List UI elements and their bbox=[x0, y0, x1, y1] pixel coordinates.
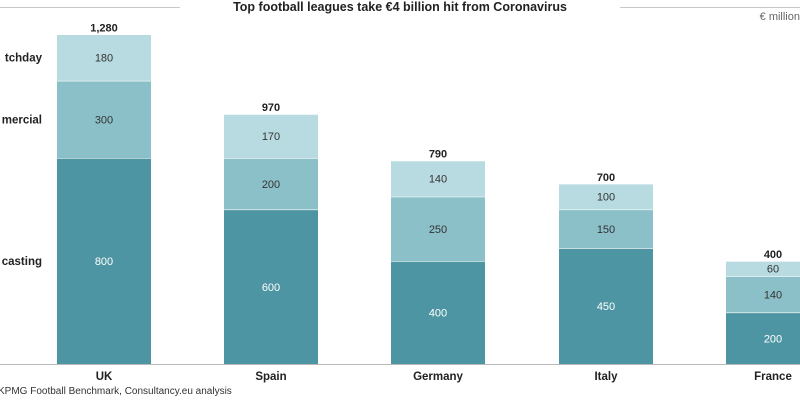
series-label-commercial: mercial bbox=[2, 114, 42, 126]
total-label-france: 400 bbox=[764, 249, 782, 261]
title-rule-left bbox=[0, 7, 180, 8]
category-label-france: France bbox=[754, 371, 792, 383]
data-label-commercial-germany: 250 bbox=[429, 224, 447, 236]
bar-segment-commercial-spain bbox=[224, 158, 318, 210]
bar-segment-matchday-uk bbox=[57, 34, 151, 81]
category-label-spain: Spain bbox=[255, 371, 286, 383]
bar-segment-matchday-spain bbox=[224, 114, 318, 158]
series-label-matchday: tchday bbox=[5, 53, 43, 65]
data-label-matchday-spain: 170 bbox=[262, 131, 280, 143]
bar-segment-broadcasting-uk bbox=[57, 158, 151, 364]
bar-segment-broadcasting-italy bbox=[559, 248, 653, 364]
data-label-matchday-france: 60 bbox=[767, 264, 779, 276]
data-label-commercial-spain: 200 bbox=[262, 179, 280, 191]
data-label-matchday-uk: 180 bbox=[95, 53, 113, 65]
bar-segment-broadcasting-france bbox=[726, 312, 800, 364]
chart-title: Top football leagues take €4 billion hit… bbox=[0, 0, 800, 14]
data-label-matchday-germany: 140 bbox=[429, 174, 447, 186]
title-rule-right bbox=[620, 7, 800, 8]
total-label-spain: 970 bbox=[262, 102, 280, 114]
category-label-italy: Italy bbox=[594, 371, 618, 383]
category-label-germany: Germany bbox=[413, 371, 463, 383]
total-label-germany: 790 bbox=[429, 149, 447, 161]
bar-segment-broadcasting-spain bbox=[224, 209, 318, 364]
bar-segment-commercial-france bbox=[726, 276, 800, 313]
series-label-broadcasting: casting bbox=[2, 256, 42, 268]
data-label-broadcasting-italy: 450 bbox=[597, 301, 615, 313]
category-label-uk: UK bbox=[96, 371, 113, 383]
data-label-broadcasting-spain: 600 bbox=[262, 282, 280, 294]
unit-label: € million bbox=[759, 11, 800, 23]
bar-segment-matchday-germany bbox=[391, 160, 485, 197]
data-label-commercial-italy: 150 bbox=[597, 224, 615, 236]
data-label-broadcasting-germany: 400 bbox=[429, 308, 447, 320]
bar-segment-broadcasting-germany bbox=[391, 261, 485, 364]
total-label-uk: 1,280 bbox=[90, 22, 118, 34]
total-label-italy: 700 bbox=[597, 172, 615, 184]
data-label-broadcasting-uk: 800 bbox=[95, 256, 113, 268]
data-label-commercial-france: 140 bbox=[764, 290, 782, 302]
source-note: KPMG Football Benchmark, Consultancy.eu … bbox=[0, 386, 232, 397]
data-label-matchday-italy: 100 bbox=[597, 192, 615, 204]
data-label-commercial-uk: 300 bbox=[95, 114, 113, 126]
bar-segment-commercial-uk bbox=[57, 80, 151, 159]
bar-segment-matchday-italy bbox=[559, 183, 653, 210]
bar-segment-commercial-germany bbox=[391, 196, 485, 261]
bar-segment-matchday-france bbox=[726, 261, 800, 277]
data-label-broadcasting-france: 200 bbox=[764, 333, 782, 345]
bar-segment-commercial-italy bbox=[559, 209, 653, 249]
